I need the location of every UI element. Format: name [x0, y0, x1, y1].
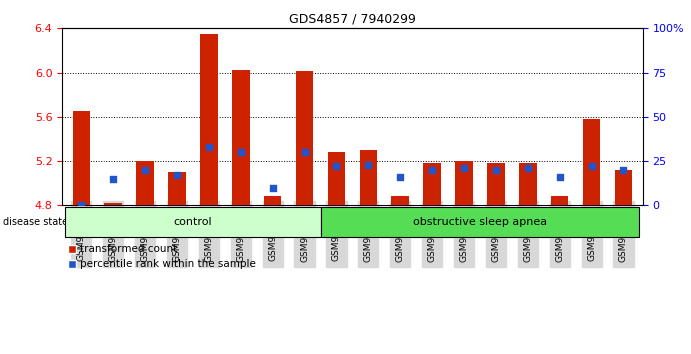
Point [140, 167, 151, 173]
Bar [168, 172, 186, 205]
Point [426, 167, 437, 173]
Bar [519, 163, 537, 205]
Bar [104, 203, 122, 205]
Text: disease state ▶: disease state ▶ [3, 217, 79, 227]
Text: obstructive sleep apnea: obstructive sleep apnea [413, 217, 547, 227]
Bar [583, 119, 600, 205]
Bar [73, 111, 90, 205]
Point [459, 165, 470, 171]
Bar [487, 163, 504, 205]
Bar [328, 152, 346, 205]
Bar [392, 196, 409, 205]
Bar [264, 196, 281, 205]
Bar [615, 170, 632, 205]
Point [522, 165, 533, 171]
Point [203, 144, 214, 150]
Point [363, 162, 374, 167]
Point [618, 167, 629, 173]
Bar [359, 150, 377, 205]
Point [267, 185, 278, 190]
Point [395, 174, 406, 180]
Point [235, 149, 246, 155]
Bar [296, 72, 313, 205]
Point [171, 172, 182, 178]
Point [299, 149, 310, 155]
Point [76, 202, 87, 208]
Bar [136, 161, 154, 205]
Text: control: control [173, 217, 212, 227]
Bar [232, 70, 249, 205]
Bar [455, 161, 473, 205]
Legend: transformed count, percentile rank within the sample: transformed count, percentile rank withi… [68, 244, 256, 269]
Point [331, 164, 342, 169]
Title: GDS4857 / 7940299: GDS4857 / 7940299 [289, 13, 416, 26]
Point [108, 176, 119, 182]
Bar [551, 196, 569, 205]
Bar [200, 34, 218, 205]
Point [586, 164, 597, 169]
Bar [424, 163, 441, 205]
Point [554, 174, 565, 180]
Point [491, 167, 502, 173]
